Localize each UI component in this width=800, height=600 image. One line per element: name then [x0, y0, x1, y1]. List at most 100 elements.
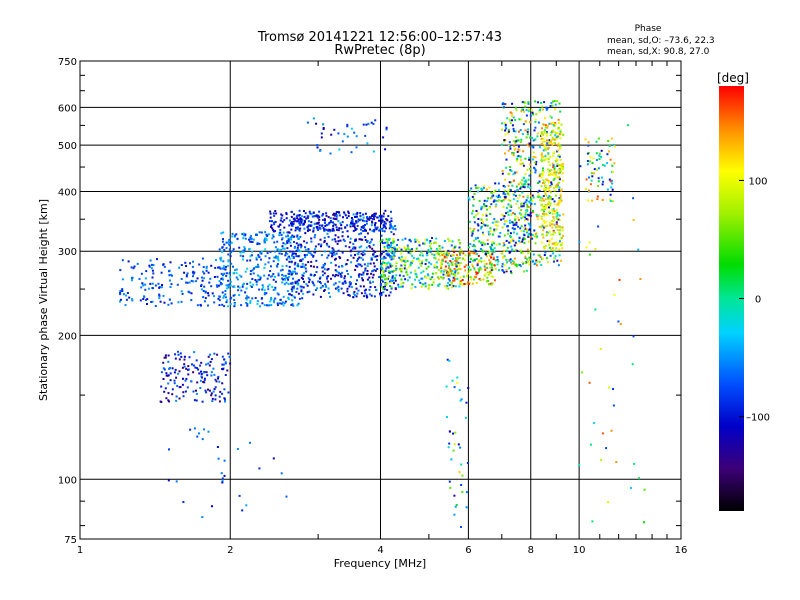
- data-point: [175, 376, 178, 379]
- data-point: [119, 298, 122, 301]
- data-point: [287, 256, 290, 259]
- data-point: [453, 494, 456, 497]
- data-point: [538, 180, 541, 183]
- data-point: [235, 276, 238, 279]
- data-point: [544, 184, 547, 187]
- data-point: [369, 228, 372, 231]
- data-point: [380, 221, 383, 224]
- data-point: [271, 234, 274, 237]
- data-point: [557, 128, 560, 130]
- data-point: [468, 252, 471, 255]
- data-point: [406, 244, 409, 247]
- data-point: [456, 257, 458, 260]
- data-point: [360, 232, 363, 235]
- data-point: [551, 223, 553, 226]
- data-point: [516, 158, 519, 160]
- data-point: [503, 271, 506, 274]
- data-point: [372, 262, 375, 265]
- data-point: [290, 238, 293, 241]
- data-point: [239, 254, 242, 257]
- data-point: [557, 168, 560, 171]
- data-point: [555, 215, 558, 218]
- data-point: [363, 263, 366, 266]
- data-point: [279, 229, 282, 231]
- data-point: [544, 186, 547, 189]
- data-point: [270, 275, 273, 278]
- data-point: [493, 250, 496, 253]
- data-point: [526, 185, 529, 188]
- data-point: [358, 275, 361, 278]
- data-point: [210, 371, 213, 374]
- data-point: [543, 188, 546, 191]
- data-point: [556, 243, 559, 246]
- data-point: [554, 255, 557, 258]
- data-point: [268, 304, 271, 307]
- data-point: [132, 267, 135, 270]
- data-point: [274, 280, 277, 283]
- data-point: [546, 179, 549, 182]
- data-point: [298, 209, 301, 212]
- data-point: [288, 224, 291, 227]
- data-point: [509, 189, 512, 192]
- data-point: [600, 458, 603, 461]
- data-point: [254, 297, 257, 299]
- data-point: [286, 252, 289, 255]
- data-point: [546, 203, 549, 206]
- data-point: [459, 281, 462, 284]
- data-point: [447, 287, 450, 290]
- data-point: [119, 289, 122, 292]
- data-point: [528, 232, 531, 235]
- data-point: [526, 133, 529, 136]
- data-point: [366, 265, 369, 268]
- data-point: [355, 228, 358, 231]
- data-point: [456, 258, 459, 261]
- data-point: [298, 221, 301, 223]
- data-point: [222, 296, 225, 299]
- data-point: [428, 245, 431, 248]
- data-point: [545, 194, 548, 197]
- data-point: [521, 240, 524, 243]
- data-point: [184, 379, 187, 382]
- data-point: [554, 138, 557, 141]
- data-point: [327, 275, 330, 278]
- data-point: [601, 199, 604, 201]
- x-tick-label: 2: [227, 545, 233, 556]
- data-point: [501, 214, 504, 217]
- data-point: [461, 251, 463, 254]
- data-point: [469, 258, 472, 260]
- data-point: [291, 290, 294, 293]
- data-point: [263, 239, 266, 242]
- data-point: [468, 251, 471, 253]
- data-point: [556, 131, 559, 134]
- data-point: [380, 234, 383, 237]
- data-point: [125, 298, 128, 301]
- data-point: [562, 165, 564, 168]
- data-point: [360, 218, 363, 221]
- data-point: [510, 170, 513, 172]
- data-point: [419, 281, 422, 284]
- data-point: [201, 400, 204, 403]
- data-point: [379, 294, 382, 297]
- data-point: [557, 181, 560, 184]
- data-point: [522, 205, 525, 208]
- data-point: [447, 274, 450, 277]
- data-point: [286, 231, 289, 234]
- data-point: [277, 255, 279, 258]
- data-point: [223, 459, 226, 462]
- data-point: [389, 265, 392, 268]
- data-point: [556, 209, 559, 211]
- data-point: [389, 245, 392, 248]
- data-point: [280, 248, 283, 251]
- data-point: [460, 526, 462, 528]
- data-point: [228, 238, 231, 241]
- data-point: [526, 206, 529, 209]
- data-point: [174, 357, 177, 360]
- data-point: [230, 296, 233, 299]
- data-point: [547, 210, 550, 213]
- data-point: [343, 240, 346, 242]
- data-point: [556, 164, 559, 167]
- data-point: [357, 257, 360, 260]
- data-point: [447, 278, 450, 281]
- data-point: [553, 131, 556, 133]
- data-point: [433, 241, 436, 244]
